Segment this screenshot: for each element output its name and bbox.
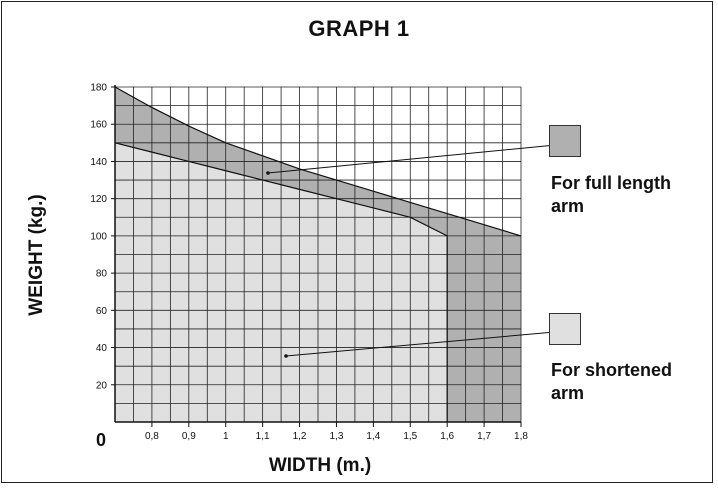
x-tick-label: 1,3 bbox=[330, 431, 344, 442]
y-tick-label: 60 bbox=[96, 306, 108, 317]
x-tick-label: 1,4 bbox=[366, 431, 380, 442]
series-line-shortened bbox=[114, 142, 448, 237]
legend-label-shortened: For shortened arm bbox=[551, 360, 673, 403]
legend-label-full-length: For full length arm bbox=[551, 173, 671, 216]
y-tick-label: 180 bbox=[90, 83, 107, 94]
y-tick-label: 100 bbox=[90, 231, 107, 242]
x-tick-label: 0,8 bbox=[145, 431, 159, 442]
legend-swatch-shortened bbox=[549, 313, 581, 345]
legend-leader-dot-full-length bbox=[266, 171, 270, 175]
series-line-full-length bbox=[114, 86, 522, 237]
x-tick-label: 1,2 bbox=[293, 431, 307, 442]
x-tick-label: 1,5 bbox=[403, 431, 417, 442]
y-tick-label: 120 bbox=[90, 194, 107, 205]
x-tick-label: 1,8 bbox=[514, 431, 528, 442]
y-tick-label: 20 bbox=[96, 380, 108, 391]
legend-leader-dot-shortened bbox=[284, 354, 288, 358]
x-axis-label: WIDTH (m.) bbox=[268, 455, 372, 476]
legend-leader-full-length bbox=[267, 143, 567, 174]
chart-title: GRAPH 1 bbox=[308, 16, 410, 41]
y-tick-label: 140 bbox=[90, 157, 107, 168]
legend-leader-shortened bbox=[285, 330, 567, 357]
origin-label: 0 bbox=[96, 430, 107, 450]
x-tick-label: 1 bbox=[223, 431, 229, 442]
y-tick-label: 80 bbox=[96, 269, 108, 280]
y-tick-label: 160 bbox=[90, 120, 107, 131]
x-tick-label: 0,9 bbox=[182, 431, 196, 442]
chart-frame bbox=[1, 1, 713, 483]
x-tick-label: 1,7 bbox=[477, 431, 491, 442]
x-tick-label: 1,1 bbox=[256, 431, 270, 442]
x-tick-label: 1,6 bbox=[440, 431, 454, 442]
legend-swatch-full-length bbox=[549, 125, 581, 157]
y-tick-label: 40 bbox=[96, 343, 108, 354]
